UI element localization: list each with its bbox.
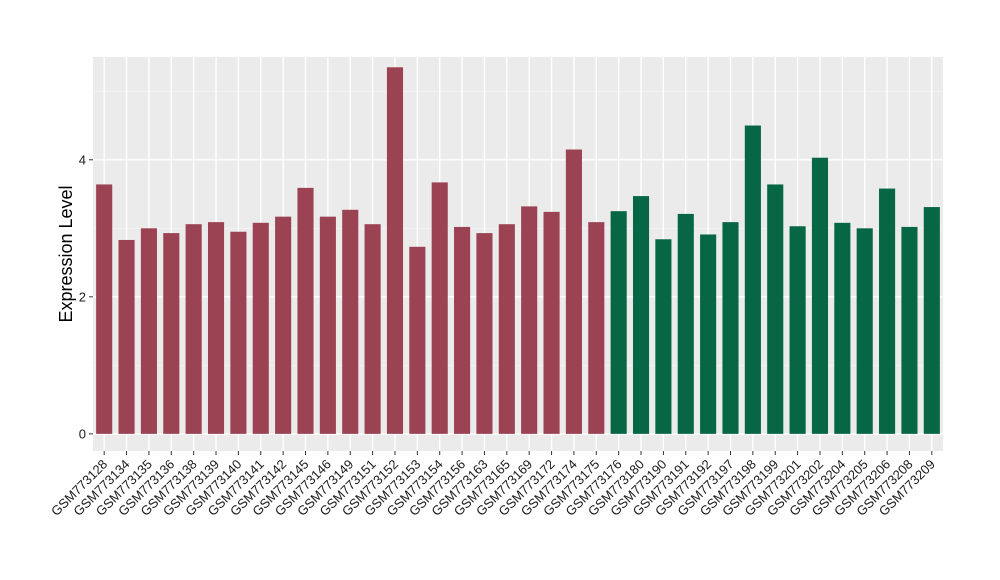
bar-GSM773198 (744, 125, 761, 434)
bar-GSM773190 (655, 239, 672, 434)
bar-GSM773197 (722, 222, 739, 434)
bar-GSM773146 (319, 216, 336, 434)
bar-GSM773141 (252, 222, 269, 434)
bar-GSM773145 (297, 187, 314, 434)
bar-GSM773163 (476, 233, 493, 434)
bar-GSM773156 (454, 226, 471, 434)
bar-GSM773206 (879, 188, 896, 434)
bars (96, 67, 940, 434)
bar-GSM773153 (409, 246, 426, 434)
bar-GSM773165 (498, 224, 515, 434)
bar-GSM773151 (364, 224, 381, 434)
bar-GSM773192 (700, 234, 717, 434)
bar-GSM773180 (632, 196, 650, 434)
bar-GSM773149 (342, 209, 359, 434)
bar-GSM773201 (789, 226, 806, 434)
bar-GSM773202 (811, 157, 829, 434)
y-axis: 0 2 4 (79, 152, 93, 441)
x-axis: GSM773128GSM773134GSM773135GSM773136GSM7… (48, 451, 938, 519)
bar-GSM773208 (901, 226, 918, 434)
bar-GSM773172 (543, 211, 560, 434)
bar-GSM773142 (275, 216, 292, 434)
y-tick-label: 2 (79, 289, 86, 304)
bar-GSM773134 (118, 239, 135, 434)
bar-GSM773140 (230, 231, 247, 434)
bar-GSM773152 (386, 67, 404, 434)
bar-GSM773191 (677, 213, 694, 434)
y-axis-title: Expression Level (56, 185, 76, 322)
bar-GSM773136 (163, 233, 180, 434)
bar-GSM773154 (431, 182, 448, 434)
bar-GSM773174 (565, 149, 582, 434)
bar-GSM773138 (185, 224, 202, 434)
bar-GSM773175 (588, 222, 605, 434)
y-tick-label: 4 (79, 152, 86, 167)
y-tick-label: 0 (79, 426, 86, 441)
bar-GSM773169 (521, 206, 538, 434)
bar-GSM773205 (856, 228, 873, 434)
bar-GSM773199 (767, 184, 784, 434)
bar-GSM773139 (207, 222, 225, 434)
bar-GSM773176 (610, 211, 627, 434)
bar-GSM773128 (96, 184, 113, 434)
bar-GSM773204 (834, 222, 851, 434)
bar-GSM773209 (923, 207, 940, 434)
bar-GSM773135 (140, 228, 157, 434)
